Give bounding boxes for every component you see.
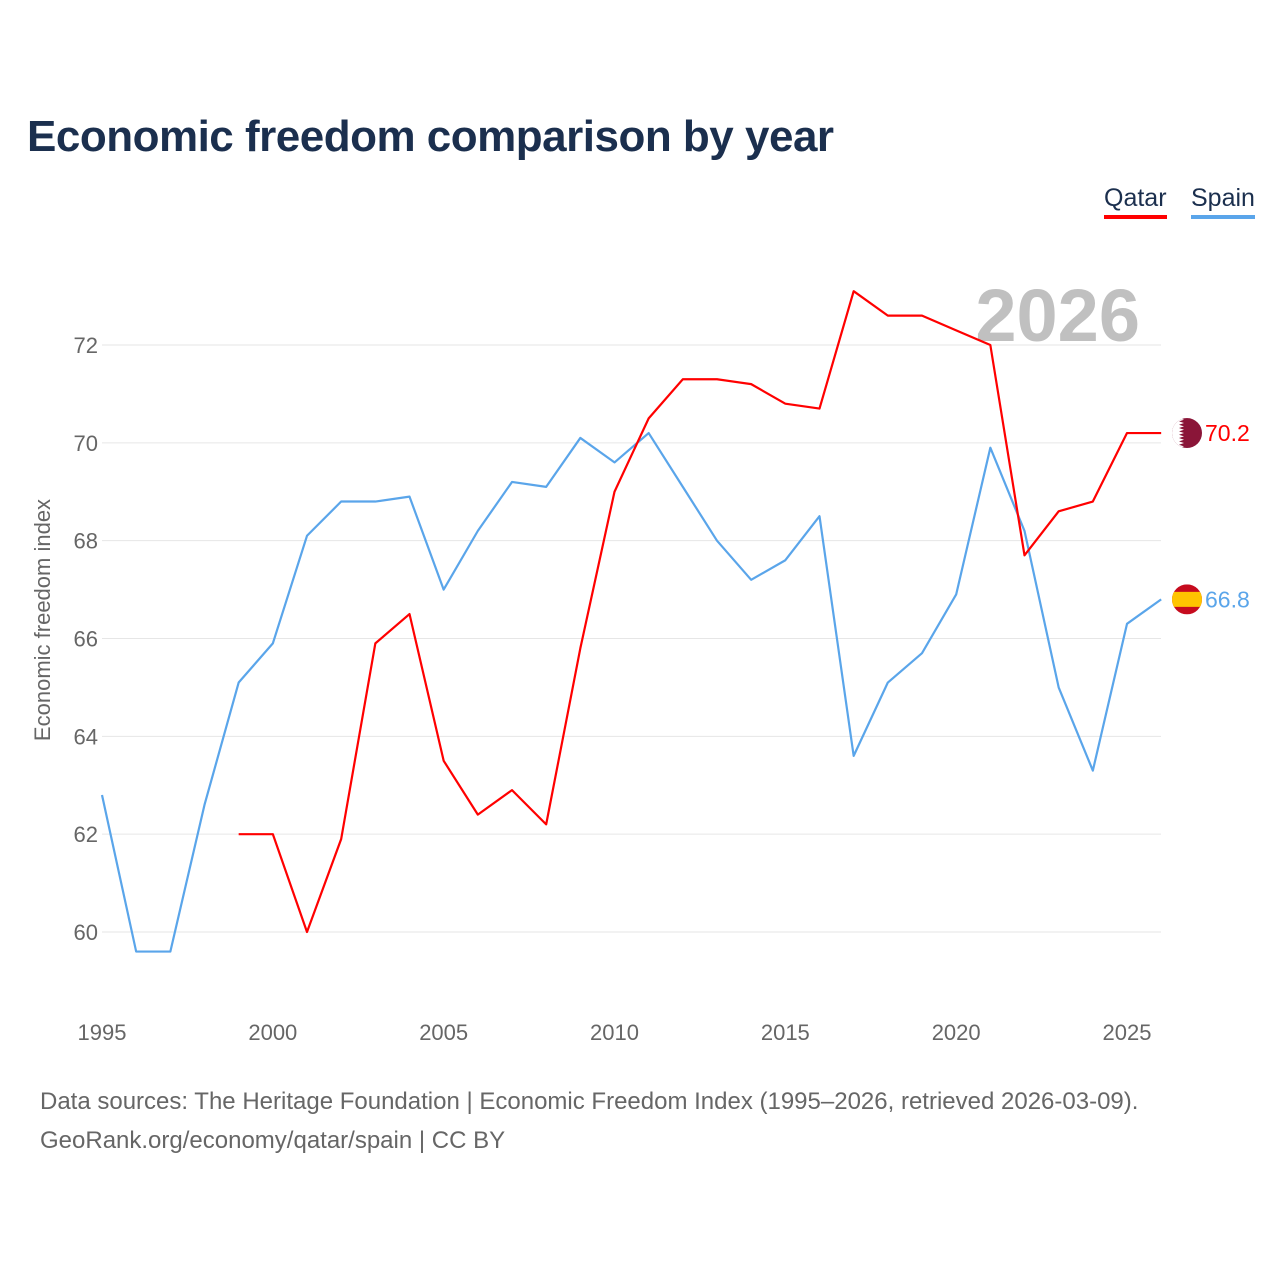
footer-sources: Data sources: The Heritage Foundation | … — [40, 1088, 1139, 1115]
end-value-label-qatar: 70.2 — [1205, 420, 1250, 446]
y-tick-label: 66 — [74, 627, 98, 652]
x-tick-label: 2015 — [761, 1020, 810, 1045]
x-tick-label: 2010 — [590, 1020, 639, 1045]
year-watermark: 2026 — [975, 274, 1140, 357]
legend-spain[interactable]: Spain — [1191, 184, 1255, 219]
y-tick-label: 72 — [74, 333, 98, 358]
flag-qatar-icon — [1172, 418, 1202, 449]
chart-title: Economic freedom comparison by year — [27, 112, 834, 161]
x-tick-label: 1995 — [78, 1020, 127, 1045]
series-line-qatar — [238, 290, 1162, 934]
legend-qatar[interactable]: Qatar — [1104, 184, 1167, 219]
flag-body — [1172, 584, 1202, 615]
y-tick-label: 70 — [74, 431, 98, 456]
flag-yellow — [1172, 591, 1202, 607]
y-tick-label: 64 — [74, 724, 98, 749]
y-axis-label: Economic freedom index — [30, 499, 55, 741]
x-tick-label: 2005 — [419, 1020, 468, 1045]
x-tick-label: 2025 — [1103, 1020, 1152, 1045]
y-tick-label: 68 — [74, 529, 98, 554]
flag-white-band — [1172, 418, 1184, 449]
x-tick-label: 2020 — [932, 1020, 981, 1045]
footer-attribution: GeoRank.org/economy/qatar/spain | CC BY — [40, 1127, 506, 1154]
x-tick-label: 2000 — [248, 1020, 297, 1045]
y-tick-label: 62 — [74, 822, 98, 847]
line-chart: 2026 60 62 64 66 68 70 72 1995 2000 2005 2010 2015 2… — [30, 274, 1250, 1045]
flag-spain-icon — [1172, 584, 1202, 615]
flag-body — [1172, 418, 1202, 449]
series-line-spain — [100, 431, 1162, 953]
y-tick-label: 60 — [74, 920, 98, 945]
end-value-label-spain: 66.8 — [1205, 586, 1250, 612]
